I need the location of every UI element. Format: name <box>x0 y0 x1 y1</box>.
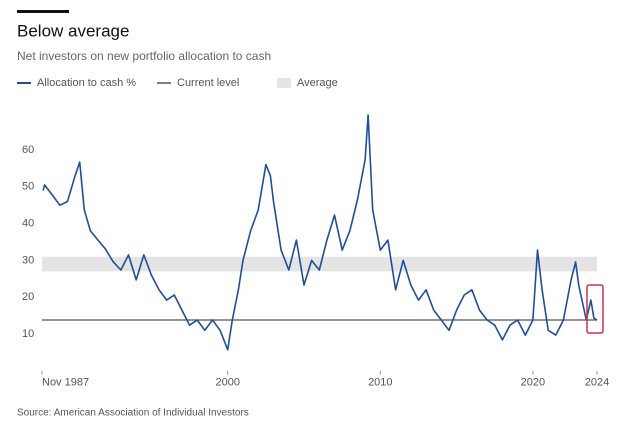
y-tick-label: 20 <box>22 291 34 303</box>
y-tick-label: 50 <box>22 181 34 193</box>
average-band <box>42 256 597 272</box>
y-tick-label: 10 <box>22 328 34 340</box>
chart-subtitle: Net investors on new portfolio allocatio… <box>17 49 271 63</box>
y-tick-label: 60 <box>22 144 34 156</box>
legend-label: Current level <box>177 77 239 89</box>
legend-label: Average <box>297 77 338 89</box>
x-tick-label: 2020 <box>521 377 545 389</box>
x-tick-label: Nov 1987 <box>42 377 89 389</box>
source: Source: American Association of Individu… <box>17 408 249 419</box>
y-tick-label: 40 <box>22 217 34 229</box>
header-bar <box>17 10 69 13</box>
x-tick-label: 2010 <box>368 377 392 389</box>
series-line <box>42 114 598 351</box>
legend-swatch <box>277 78 291 88</box>
x-tick-label: 2024 <box>585 377 609 389</box>
x-tick-label: 2000 <box>215 377 239 389</box>
highlight-box <box>586 284 604 334</box>
y-tick-label: 30 <box>22 254 34 266</box>
chart-title: Below average <box>17 21 129 40</box>
legend-label: Allocation to cash % <box>37 77 136 89</box>
